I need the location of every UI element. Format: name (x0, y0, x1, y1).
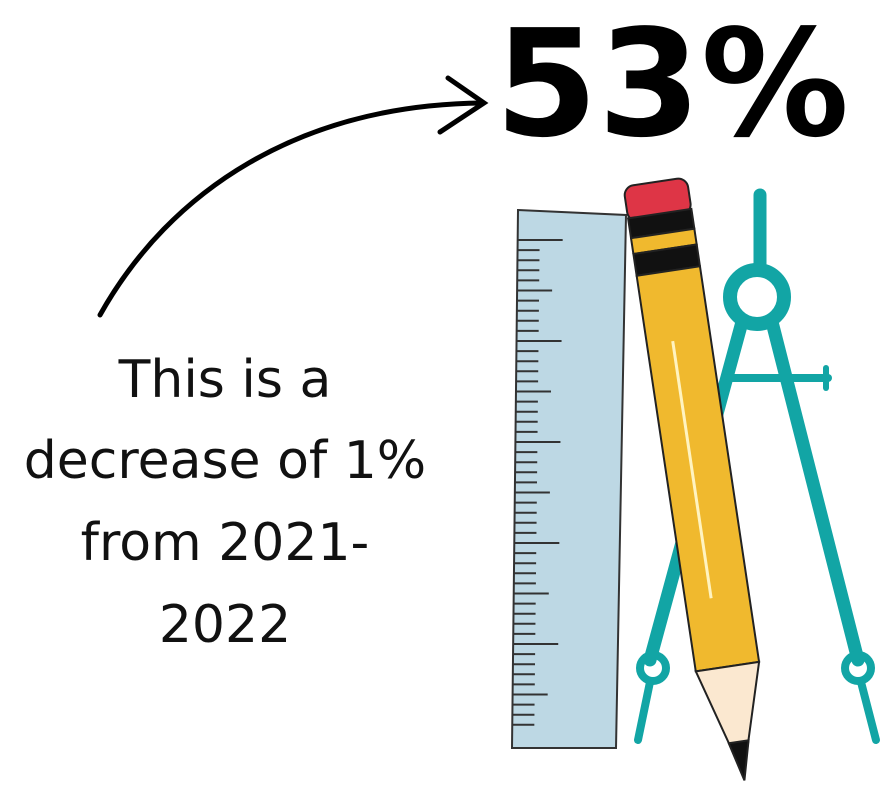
pencil (623, 177, 761, 781)
ruler (510, 208, 628, 749)
caption-line: 2022 (159, 595, 291, 655)
compass (634, 188, 880, 744)
caption-line: decrease of 1% (24, 431, 426, 491)
arrow (97, 75, 489, 318)
caption: This is a decrease of 1% from 2021- 2022 (24, 350, 426, 655)
caption-line: from 2021- (81, 513, 370, 573)
caption-line: This is a (118, 350, 332, 410)
headline: 53% (495, 0, 849, 170)
